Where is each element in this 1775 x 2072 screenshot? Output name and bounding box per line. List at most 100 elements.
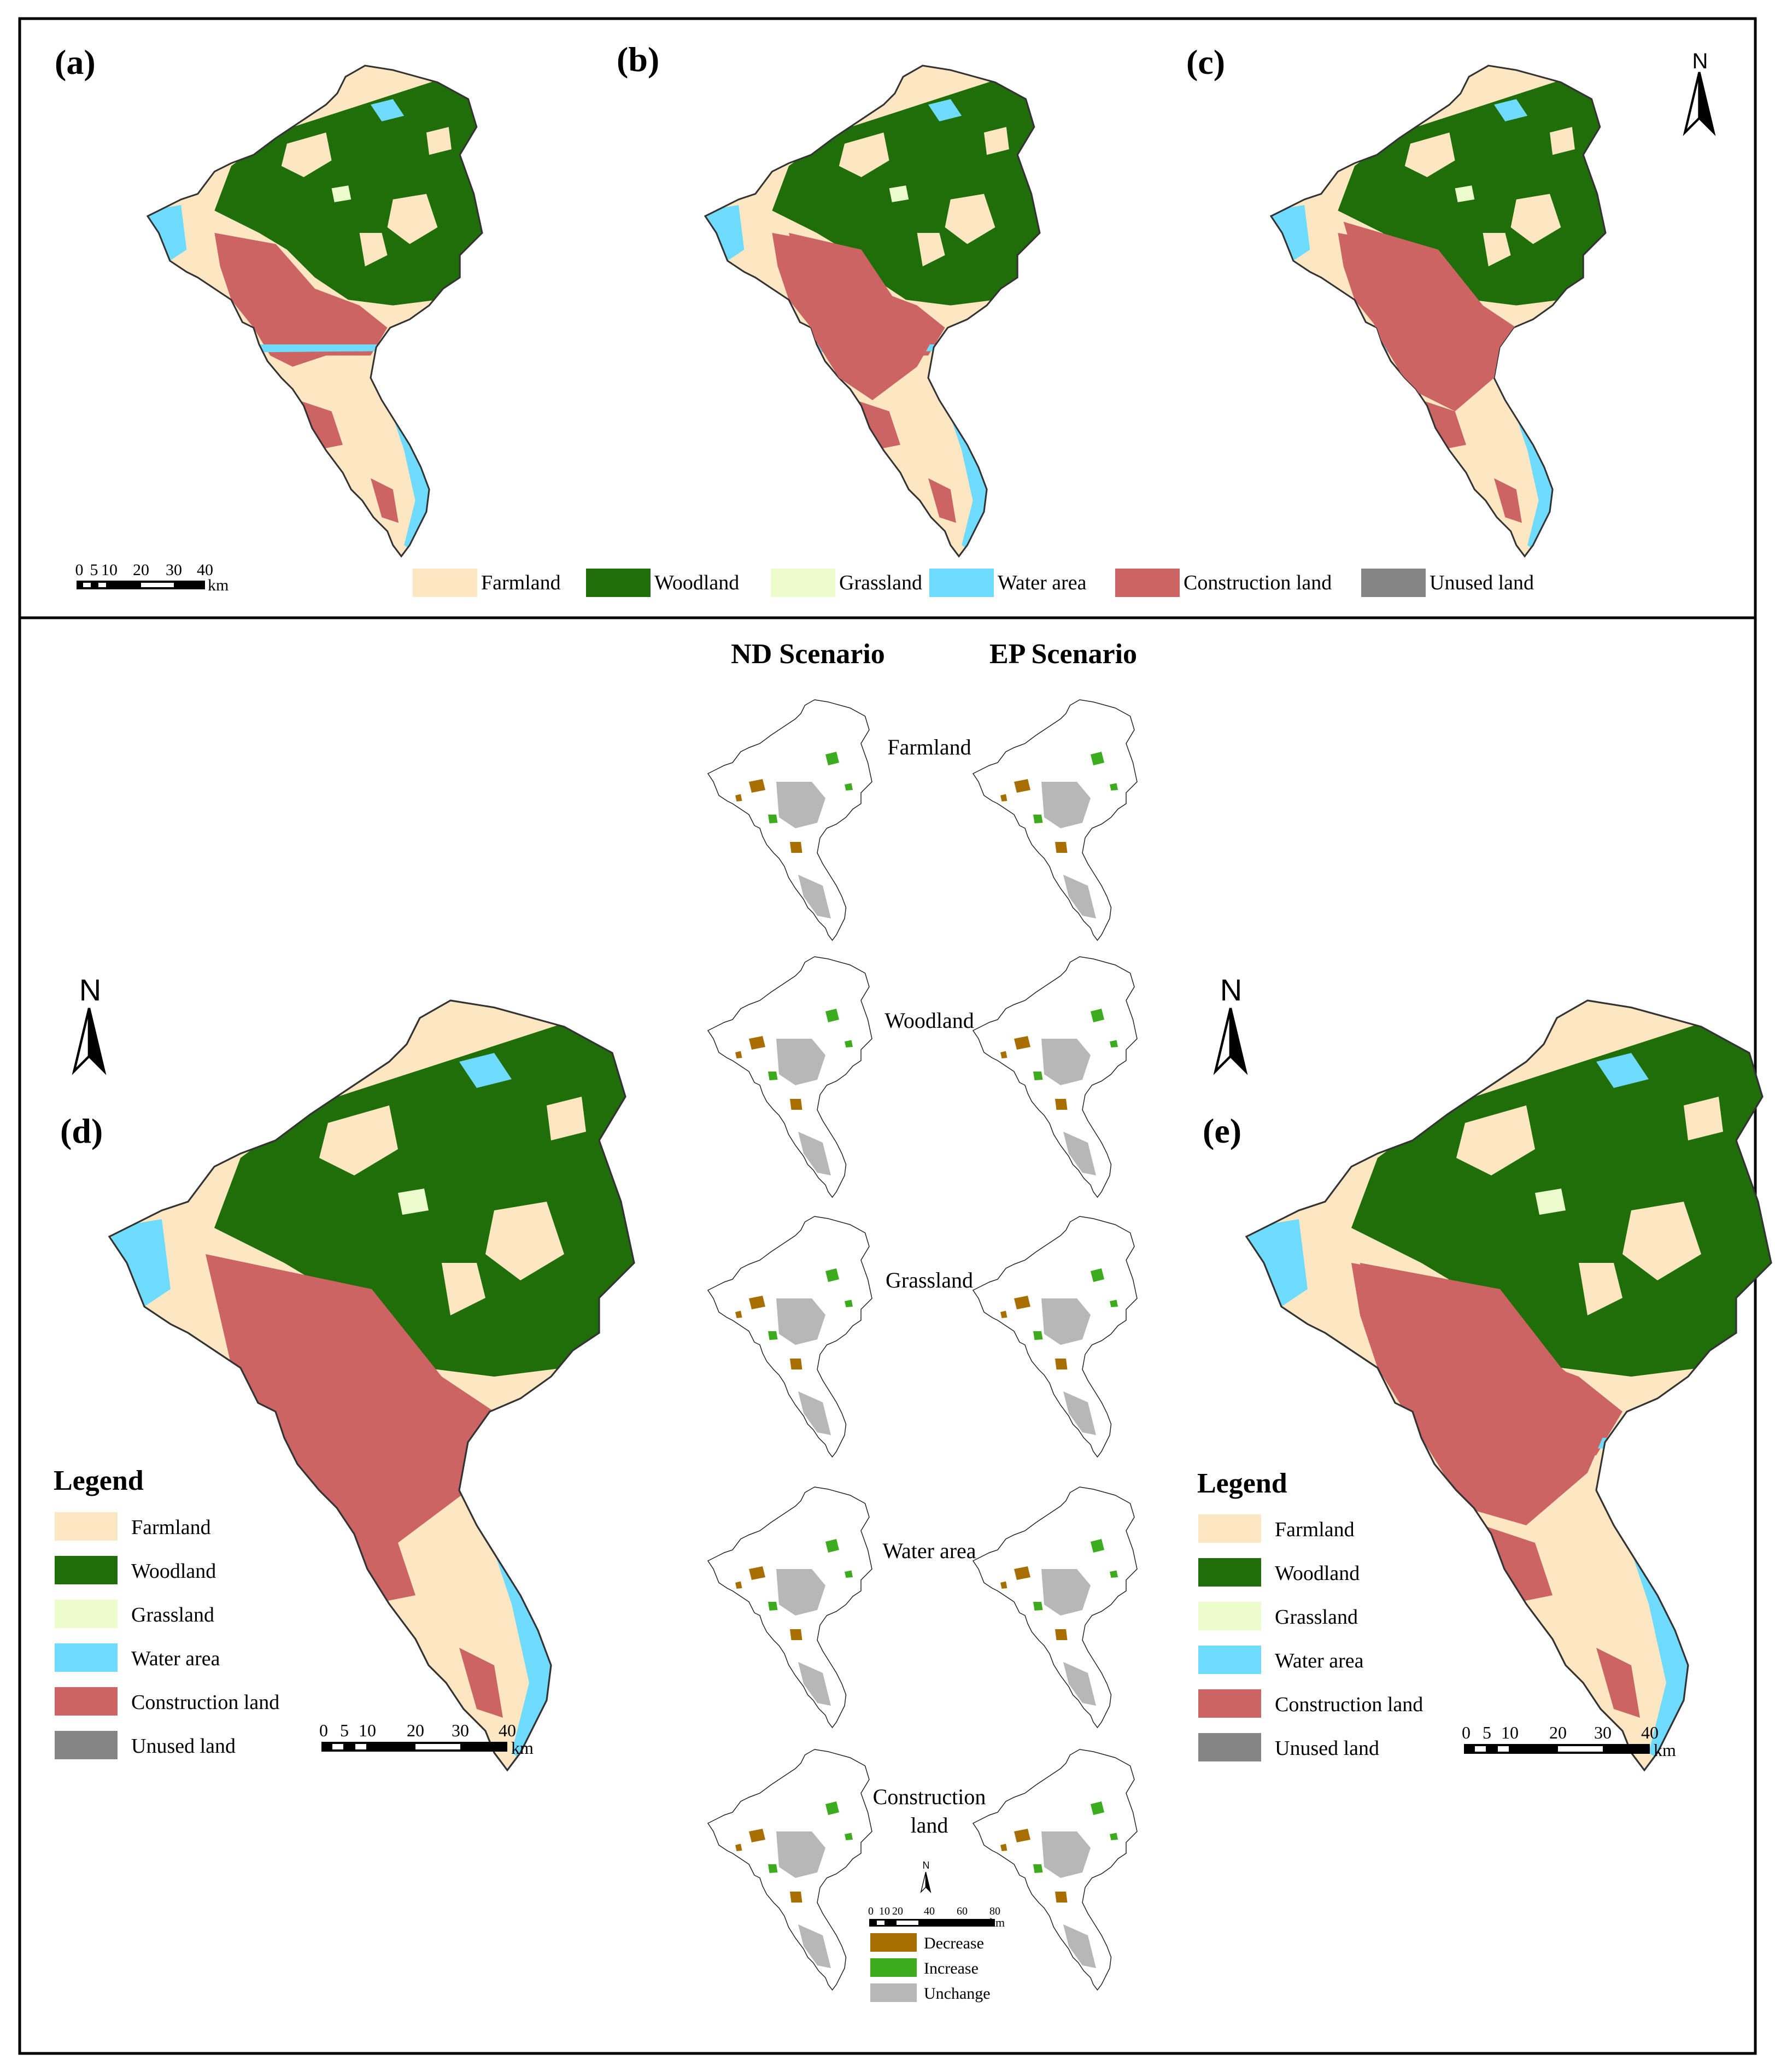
scenario-title-ep: EP Scenario — [989, 639, 1137, 670]
north-arrow-small-label: N — [923, 1860, 930, 1871]
legend-d-label-grassland: Grassland — [131, 1603, 214, 1626]
legend-e-label-water: Water area — [1275, 1649, 1364, 1672]
scalebar-top-tick-5: 40 — [197, 561, 213, 579]
legend-e-label-unused: Unused land — [1275, 1737, 1379, 1760]
map-label-e: (e) — [1203, 1111, 1241, 1150]
change-map-nd-2 — [707, 1216, 872, 1458]
legend-e-title: Legend — [1197, 1468, 1287, 1499]
scalebar-small-tick-3: 40 — [924, 1905, 935, 1917]
legend-top: Farmland Woodland Grassland Water area Const… — [413, 569, 1534, 597]
legend-change-label-decrease: Decrease — [924, 1934, 984, 1952]
scalebar-d-unit: km — [511, 1738, 534, 1758]
legend-d-swatch-farmland — [55, 1512, 118, 1541]
map-a — [147, 65, 483, 558]
scalebar-top: 0 5 10 20 30 40 km — [75, 561, 229, 594]
legend-top-swatch-grassland — [771, 569, 835, 597]
legend-e-label-grassland: Grassland — [1275, 1606, 1358, 1629]
legend-e-swatch-woodland — [1198, 1558, 1261, 1587]
change-map-nd-4 — [707, 1749, 872, 1991]
scalebar-d: 0 5 10 20 30 40 km — [319, 1720, 534, 1758]
legend-top-label-water: Water area — [998, 571, 1087, 594]
legend-top-swatch-unused — [1361, 569, 1426, 597]
legend-e-label-farmland: Farmland — [1275, 1518, 1355, 1541]
legend-top-label-construction: Construction land — [1184, 571, 1332, 594]
change-map-nd-0 — [707, 699, 872, 941]
legend-d-label-woodland: Woodland — [131, 1560, 216, 1583]
legend-d-swatch-woodland — [55, 1556, 118, 1584]
north-arrow-d-label: N — [79, 973, 101, 1007]
legend-top-label-grassland: Grassland — [839, 571, 922, 594]
legend-e-label-woodland: Woodland — [1275, 1562, 1360, 1585]
legend-d-title: Legend — [54, 1465, 144, 1496]
legend-change-label-unchange: Unchange — [924, 1985, 991, 2003]
legend-e-swatch-farmland — [1198, 1514, 1261, 1543]
map-b — [704, 65, 1041, 558]
scalebar-d-tick-2: 10 — [359, 1720, 376, 1740]
scalebar-d-tick-0: 0 — [319, 1720, 328, 1740]
scalebar-top-tick-0: 0 — [75, 561, 84, 579]
legend-e-swatch-unused — [1198, 1733, 1261, 1761]
legend-e-swatch-grassland — [1198, 1602, 1261, 1630]
scalebar-e-unit: km — [1654, 1740, 1676, 1760]
change-map-label-1: Woodland — [884, 1008, 974, 1033]
scalebar-e: 0 5 10 20 30 40 km — [1462, 1723, 1676, 1760]
north-arrow-top — [1685, 72, 1714, 132]
legend-e: Farmland Woodland Grassland Water area Const… — [1198, 1514, 1423, 1761]
legend-top-swatch-water — [929, 569, 994, 597]
change-map-ep-4 — [973, 1749, 1138, 1991]
scalebar-e-tick-5: 40 — [1641, 1723, 1659, 1742]
legend-change-swatch-increase — [870, 1958, 917, 1977]
legend-d-swatch-construction — [55, 1687, 118, 1716]
map-label-c: (c) — [1186, 43, 1225, 81]
legend-d-swatch-water — [55, 1643, 118, 1672]
change-map-ep-3 — [973, 1486, 1138, 1728]
scalebar-top-tick-4: 30 — [166, 561, 182, 579]
legend-top-swatch-construction — [1115, 569, 1180, 597]
legend-d-swatch-grassland — [55, 1600, 118, 1628]
change-map-ep-1 — [973, 956, 1138, 1198]
legend-change: Decrease Increase Unchange — [870, 1933, 991, 2003]
scalebar-d-tick-1: 5 — [340, 1720, 349, 1740]
legend-d-swatch-unused — [55, 1731, 118, 1759]
legend-top-label-unused: Unused land — [1430, 571, 1534, 594]
legend-e-swatch-water — [1198, 1646, 1261, 1674]
legend-d-label-water: Water area — [131, 1647, 220, 1670]
change-map-nd-3 — [707, 1486, 872, 1728]
north-arrow-e-label: N — [1220, 973, 1242, 1007]
north-arrow-d — [74, 1008, 104, 1072]
scalebar-small: 0 10 20 40 60 80 km — [868, 1905, 1005, 1929]
scalebar-small-tick-4: 60 — [957, 1905, 968, 1917]
bottom-panel-frame — [18, 616, 1757, 2055]
scalebar-d-tick-4: 30 — [452, 1720, 469, 1740]
north-arrow-top-label: N — [1692, 49, 1708, 73]
scalebar-e-tick-2: 10 — [1501, 1723, 1519, 1742]
scalebar-e-tick-3: 20 — [1549, 1723, 1567, 1742]
legend-change-swatch-decrease — [870, 1933, 917, 1952]
legend-change-label-increase: Increase — [924, 1959, 979, 1977]
scalebar-small-tick-1: 10 — [879, 1905, 890, 1917]
legend-d-label-construction: Construction land — [131, 1691, 279, 1714]
change-maps: Farmland Woodland Grassland Water area Const… — [707, 699, 1138, 1991]
scalebar-e-tick-4: 30 — [1594, 1723, 1612, 1742]
legend-top-swatch-farmland — [413, 569, 477, 597]
legend-e-label-construction: Construction land — [1275, 1693, 1423, 1716]
change-map-ep-0 — [973, 699, 1138, 941]
legend-change-swatch-unchange — [870, 1983, 917, 2002]
change-map-label-2: Grassland — [886, 1268, 973, 1292]
change-map-ep-2 — [973, 1216, 1138, 1458]
legend-d-label-farmland: Farmland — [131, 1516, 211, 1539]
scalebar-top-tick-3: 20 — [133, 561, 149, 579]
legend-top-label-woodland: Woodland — [654, 571, 739, 594]
scalebar-small-tick-0: 0 — [868, 1905, 874, 1917]
scalebar-e-tick-1: 5 — [1483, 1723, 1491, 1742]
change-map-label-4-line-0: Construction — [873, 1784, 986, 1809]
scalebar-e-tick-0: 0 — [1462, 1723, 1471, 1742]
north-arrow-e — [1216, 1008, 1246, 1072]
map-label-d: (d) — [60, 1111, 103, 1150]
legend-d-label-unused: Unused land — [131, 1735, 236, 1758]
map-label-a: (a) — [55, 43, 96, 81]
scalebar-small-tick-5: 80 — [989, 1905, 1000, 1917]
scalebar-top-tick-2: 10 — [101, 561, 118, 579]
north-arrow-small — [921, 1871, 931, 1893]
